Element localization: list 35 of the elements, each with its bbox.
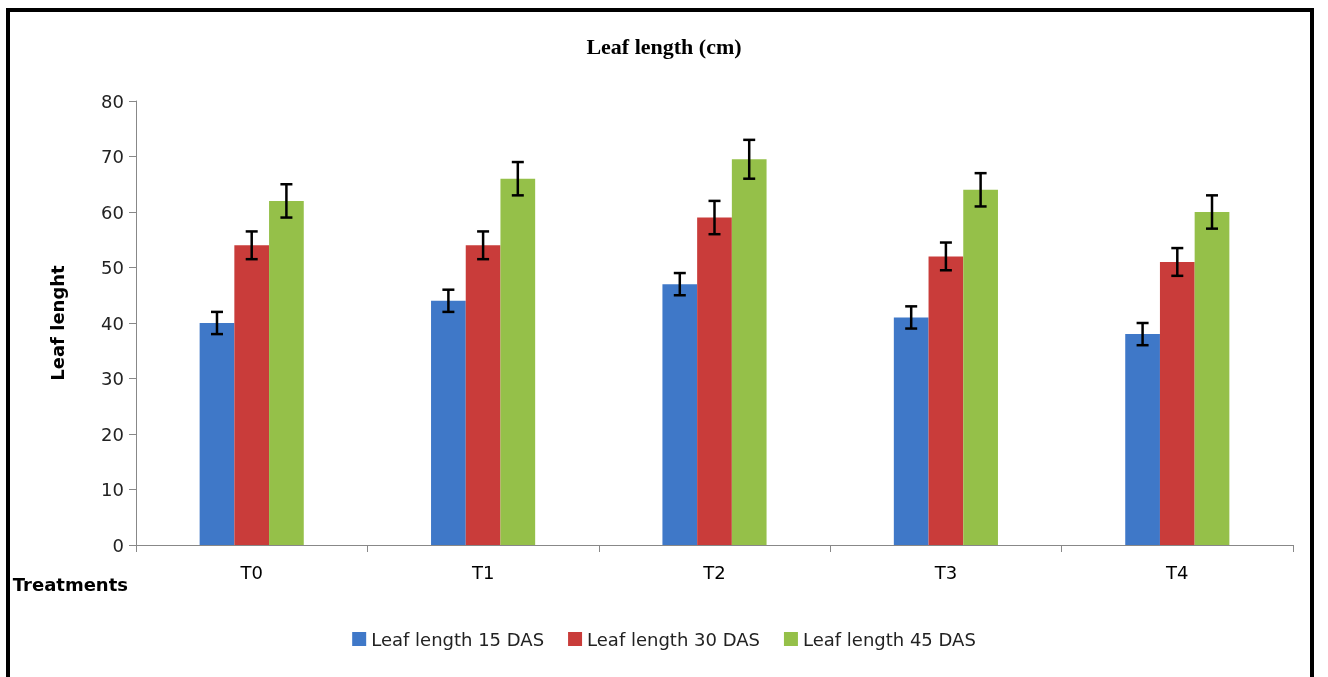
x-tick-label: T4 — [1165, 561, 1189, 583]
bar — [269, 200, 304, 545]
y-tick-label: 40 — [101, 312, 124, 334]
bar — [928, 256, 964, 545]
y-tick-label: 70 — [101, 146, 124, 167]
bar — [1159, 261, 1195, 545]
x-axis-title: Treatments — [12, 573, 128, 595]
bar — [963, 189, 998, 545]
legend-label: Leaf length 30 DAS — [587, 628, 760, 650]
bar — [465, 245, 501, 545]
bar — [893, 317, 929, 545]
x-tick-label: T2 — [702, 561, 726, 583]
y-tick-label: 80 — [101, 90, 124, 112]
x-tick-label: T0 — [239, 561, 263, 583]
y-tick-label: 10 — [101, 479, 124, 500]
y-tick-label: 60 — [101, 201, 124, 223]
bar — [1125, 334, 1160, 545]
x-tick-label: T1 — [470, 561, 495, 583]
y-tick-label: 30 — [101, 368, 124, 389]
x-tick-label: T3 — [933, 561, 958, 583]
legend-label: Leaf length 15 DAS — [371, 628, 545, 650]
bar — [500, 178, 536, 545]
y-tick-label: 0 — [112, 534, 124, 556]
legend-label: Leaf length 45 DAS — [802, 628, 976, 650]
y-tick-label: 50 — [101, 257, 124, 278]
bar — [731, 159, 767, 545]
y-tick-label: 20 — [101, 423, 124, 445]
bar — [1194, 212, 1230, 545]
bar — [234, 245, 270, 545]
bar — [199, 323, 235, 545]
y-axis-title: Leaf lenght — [46, 264, 68, 381]
bar — [662, 284, 698, 545]
chart-title: Leaf length (cm) — [586, 33, 742, 59]
bar — [431, 300, 466, 545]
bar — [697, 217, 732, 545]
